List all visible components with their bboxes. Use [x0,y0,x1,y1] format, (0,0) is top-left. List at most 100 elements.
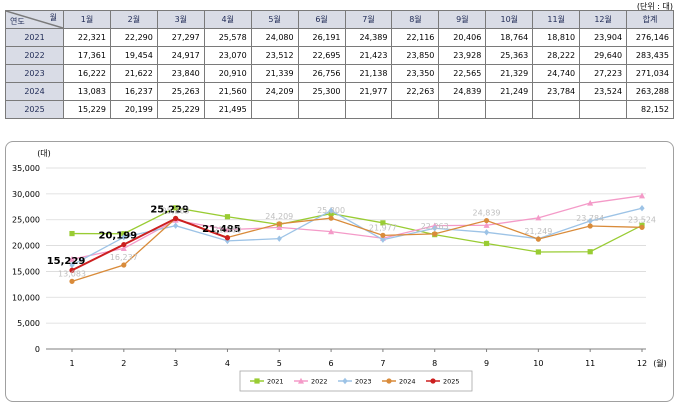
table-cell: 25,229 [156,100,205,119]
table-cell: 15,229 [63,100,111,119]
data-point-2021 [224,214,231,220]
y-tick-label: 35,000 [12,164,40,173]
y-tick-label: 20,000 [12,242,40,251]
legend-marker [342,377,348,385]
data-point-2024 [587,223,593,229]
data-point-2023 [380,236,386,243]
data-label-2025: 20,199 [99,231,138,242]
x-tick-label: 12 [637,359,647,368]
y-tick-label: 0 [35,345,40,354]
corner-month-label: 월 [49,13,57,22]
column-header: 9월 [438,10,487,29]
data-point-2023 [432,225,438,232]
x-tick-label: 10 [533,359,543,368]
data-label-2024: 21,560 [213,226,241,235]
series-line-2021 [71,207,643,253]
legend-box [239,370,473,392]
data-point-2023 [483,229,490,236]
table-row: 2021 22,321 22,290 27,297 25,578 24,080 26,191… [5,28,674,47]
data-label-2024: 16,237 [110,253,138,262]
unit-label: (단위 : 대) [636,2,673,11]
corner-year-label: 연도 [10,17,25,26]
y-tick-label: 5,000 [17,319,40,328]
data-label-2024: 13,083 [58,269,86,278]
data-label-2025: 25,229 [150,205,189,216]
x-axis-label: (월) [653,358,667,368]
data-point-2024 [276,221,282,227]
series-line-2025 [71,217,228,272]
data-point-2025 [121,241,127,248]
data-point-2024 [535,236,541,242]
data-point-2021 [535,249,541,255]
data-point-2024 [432,231,438,237]
data-point-2025 [224,235,231,241]
x-tick-label: 2 [121,359,126,368]
data-point-2021 [380,220,386,226]
table-header-row: 월 연도 1월 2월 3월 4월 5월 6월 7월 8월 9월 10월 11월 … [5,10,674,29]
data-label-2024: 24,209 [265,212,293,221]
data-point-2024 [639,224,645,230]
legend-label: 2024 [399,378,416,386]
data-label-2024: 21,249 [524,227,552,236]
data-point-2021 [121,231,127,237]
data-label-2024: 23,784 [576,214,604,223]
x-tick-label: 3 [173,359,178,368]
row-year-label: 2025 [5,100,64,119]
x-tick-label: 9 [484,359,489,368]
x-tick-label: 11 [585,359,595,368]
data-point-2021 [173,205,179,211]
y-tick-label: 30,000 [12,190,40,199]
data-point-2023 [69,261,75,269]
data-point-2022 [224,226,231,233]
data-point-2022 [587,199,594,206]
x-tick-label: 4 [225,359,230,368]
data-label-2024: 25,300 [317,206,345,215]
data-point-2021 [483,240,490,247]
data-point-2023 [121,233,127,241]
data-point-2022 [328,228,335,235]
data-label-2025: 15,229 [47,256,86,267]
data-label-2025: 21,495 [202,224,241,235]
legend-marker [254,378,260,384]
y-tick-label: 25,000 [12,216,40,225]
legend-label: 2023 [355,378,372,386]
column-header: 3월 [156,10,205,29]
column-header: 6월 [297,10,346,29]
sales-table: 월 연도 1월 2월 3월 4월 5월 6월 7월 8월 9월 10월 11월 … [5,10,674,119]
x-tick-label: 6 [329,359,334,368]
data-point-2023 [328,207,334,214]
legend-marker [430,378,436,384]
legend-marker [386,378,392,384]
data-point-2023 [173,222,179,229]
series-line-2024 [71,217,643,282]
column-header: 8월 [391,10,440,29]
data-point-2023 [587,217,593,225]
series-line-2022 [71,195,643,260]
data-label-2024: 24,839 [473,209,501,218]
data-point-2022 [69,256,75,262]
column-header-total: 합계 [626,10,674,29]
y-tick-label: 10,000 [12,293,40,302]
legend-label: 2025 [443,378,460,386]
data-point-2023 [639,205,645,212]
series-line-2023 [71,207,643,266]
diagonal-divider [6,11,63,28]
data-point-2022 [483,222,490,228]
table-corner-cell: 월 연도 [5,10,64,29]
y-axis-label: (대) [37,149,51,158]
y-tick-label: 15,000 [12,267,40,276]
data-label-2024: 23,524 [628,215,656,224]
data-point-2024 [328,215,334,221]
legend-label: 2022 [311,378,328,386]
data-point-2024 [380,232,386,238]
table-row: 2025 15,229 20,199 25,229 21,495 82,152 [5,100,674,119]
data-point-2022 [639,192,645,199]
data-point-2024 [69,278,75,284]
row-total-cell: 82,152 [626,100,674,119]
data-label-2024: 22,263 [421,222,449,231]
x-tick-label: 5 [277,359,282,368]
chart-frame [5,141,674,402]
column-header: 11월 [532,10,581,29]
legend-label: 2021 [267,378,284,386]
